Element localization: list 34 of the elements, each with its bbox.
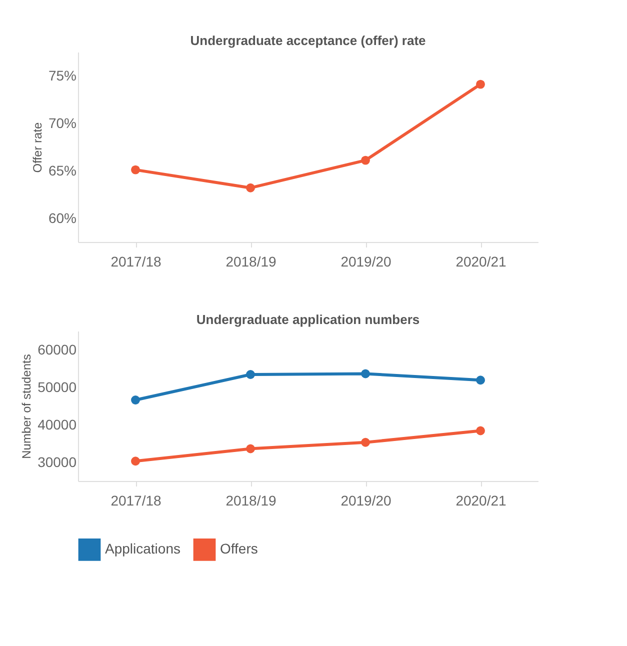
y-tick-label: 60% — [48, 210, 76, 226]
y-tick-label: 70% — [48, 114, 76, 131]
x-tick-label: 2017/18 — [110, 254, 162, 270]
point — [476, 376, 485, 385]
point — [246, 183, 255, 192]
y-axis-title: Number of students — [20, 354, 34, 459]
y-tick-label: 40000 — [38, 416, 77, 432]
point — [131, 456, 140, 466]
chart-title: Undergraduate application numbers — [196, 312, 420, 327]
y-tick-label: 50000 — [38, 378, 77, 395]
point — [131, 165, 140, 174]
point — [361, 438, 370, 447]
x-tick-label: 2018/19 — [226, 492, 277, 508]
point — [476, 80, 485, 89]
x-tick-label: 2020/21 — [456, 492, 507, 508]
x-tick-label: 2019/20 — [340, 492, 392, 508]
y-tick-label: 75% — [48, 67, 76, 84]
point — [361, 156, 370, 165]
y-axis-title: Offer rate — [30, 122, 44, 173]
chart-title: Undergraduate acceptance (offer) rate — [190, 33, 426, 48]
y-tick-label: 60000 — [38, 341, 77, 358]
x-tick-label: 2019/20 — [340, 254, 392, 270]
legend-label: Applications — [105, 540, 180, 557]
x-tick-label: 2017/18 — [110, 492, 162, 508]
point — [476, 426, 485, 436]
y-tick-label: 30000 — [38, 454, 77, 470]
x-tick-label: 2020/21 — [456, 254, 507, 270]
legend-label: Offers — [220, 540, 258, 557]
x-tick-label: 2018/19 — [226, 254, 277, 270]
point — [131, 396, 140, 404]
point — [361, 369, 370, 378]
point — [246, 444, 255, 454]
point — [246, 370, 255, 379]
y-tick-label: 65% — [48, 162, 76, 178]
